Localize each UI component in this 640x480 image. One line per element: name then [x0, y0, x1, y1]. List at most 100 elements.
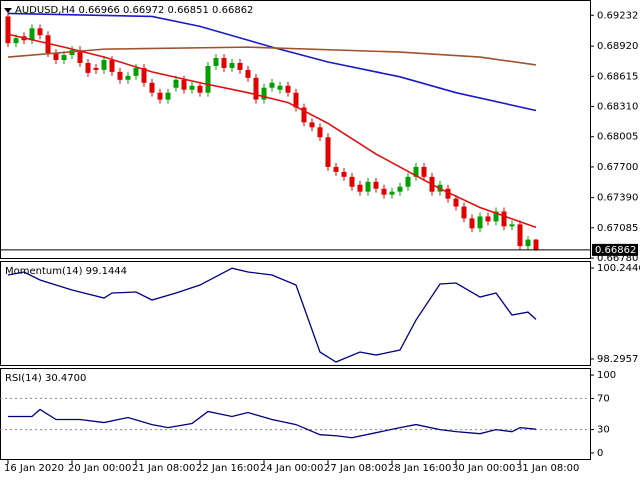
candle-body [397, 186, 403, 192]
candle-body [493, 211, 499, 222]
candle-body [413, 166, 419, 177]
candle-body [445, 188, 451, 199]
candle-body [501, 211, 507, 227]
x-tick-label: 22 Jan 16:00 [196, 463, 259, 474]
candle-body [325, 137, 331, 167]
x-tick-label: 20 Jan 00:00 [68, 463, 131, 474]
candle-body [365, 181, 371, 192]
last-price-box [592, 243, 638, 256]
candle-body [421, 166, 427, 177]
indicator-title: RSI(14) 30.4700 [5, 373, 86, 384]
candle-body [453, 198, 459, 207]
momentum-panel-frame [0, 261, 591, 366]
y-tick-label: 0.68310 [597, 102, 638, 113]
indicator-line [7, 33, 537, 229]
candle-body [157, 92, 163, 100]
x-tick-label: 28 Jan 16:00 [388, 463, 451, 474]
candle-body [317, 127, 323, 138]
candle-body [341, 171, 347, 177]
candle-body [469, 218, 475, 229]
candle-body [309, 122, 315, 128]
candle-body [517, 224, 523, 247]
candle-body [389, 191, 395, 195]
candle-body [37, 28, 43, 36]
x-tick-label: 16 Jan 2020 [4, 463, 64, 474]
y-tick-label: 0.66780 [597, 253, 638, 264]
x-tick-label: 24 Jan 00:00 [260, 463, 323, 474]
candle-body [133, 67, 139, 76]
candle-body [61, 55, 67, 61]
y-tick-label: 0.69232 [597, 10, 638, 21]
y-tick-label: 0.67390 [597, 193, 638, 204]
collapse-arrow[interactable] [4, 8, 12, 13]
candle-body [261, 87, 267, 100]
candle-body [381, 188, 387, 195]
candle-body [85, 62, 91, 73]
candle-body [125, 75, 131, 80]
chart-title: AUDUSD,H4 0.66966 0.66972 0.66851 0.6686… [15, 5, 253, 16]
y-tick-label: 100.2446 [597, 263, 640, 274]
candle-body [69, 50, 75, 56]
candle-body [205, 65, 211, 93]
x-tick-label: 31 Jan 08:00 [516, 463, 579, 474]
candle-body [77, 50, 83, 63]
candle-body [349, 176, 355, 187]
last-price-label: 0.66862 [595, 245, 636, 256]
x-tick-label: 21 Jan 08:00 [132, 463, 195, 474]
candle-body [141, 67, 147, 83]
candle-body [213, 58, 219, 66]
candle-body [525, 239, 531, 247]
indicator-line [7, 46, 537, 66]
x-tick-label: 27 Jan 08:00 [324, 463, 387, 474]
candle-body [117, 71, 123, 80]
candle-body [277, 85, 283, 90]
main-panel-frame [0, 0, 591, 259]
candle-body [5, 16, 11, 44]
candle-body [181, 79, 187, 90]
candle-body [357, 184, 363, 192]
y-tick-label: 98.2957 [597, 354, 638, 365]
candle-body [173, 79, 179, 88]
rsi-panel-frame [0, 368, 591, 460]
candle-body [245, 69, 251, 78]
indicator-title: Momentum(14) 99.1444 [5, 266, 127, 277]
candle-body [93, 67, 99, 70]
candle-body [293, 92, 299, 108]
candle-body [533, 239, 539, 250]
indicator-line [7, 267, 537, 363]
candle-body [253, 77, 259, 100]
candle-body [53, 53, 59, 61]
candle-body [109, 60, 115, 72]
indicator-line [8, 408, 537, 439]
y-tick-label: 100 [597, 370, 616, 381]
y-tick-label: 0.68615 [597, 71, 638, 82]
y-tick-label: 0.67700 [597, 162, 638, 173]
candle-body [269, 82, 275, 88]
candle-body [333, 166, 339, 172]
candle-body [509, 224, 515, 227]
y-tick-label: 70 [597, 393, 610, 404]
candle-body [301, 107, 307, 123]
candle-body [29, 28, 35, 41]
y-tick-label: 0.67085 [597, 223, 638, 234]
y-tick-label: 0.68920 [597, 41, 638, 52]
candle-body [477, 216, 483, 229]
candle-body [285, 85, 291, 93]
candle-body [189, 85, 195, 90]
y-tick-label: 0 [597, 448, 603, 459]
candle-body [13, 38, 19, 44]
y-tick-label: 0.68005 [597, 132, 638, 143]
candle-body [461, 206, 467, 219]
candle-body [149, 82, 155, 93]
candle-body [165, 92, 171, 100]
x-tick-label: 30 Jan 00:00 [452, 463, 515, 474]
candle-body [237, 62, 243, 70]
candle-body [229, 62, 235, 68]
indicator-line [7, 12, 537, 112]
candle-body [485, 216, 491, 222]
candle-body [405, 176, 411, 187]
candle-body [221, 58, 227, 68]
candle-body [373, 181, 379, 189]
